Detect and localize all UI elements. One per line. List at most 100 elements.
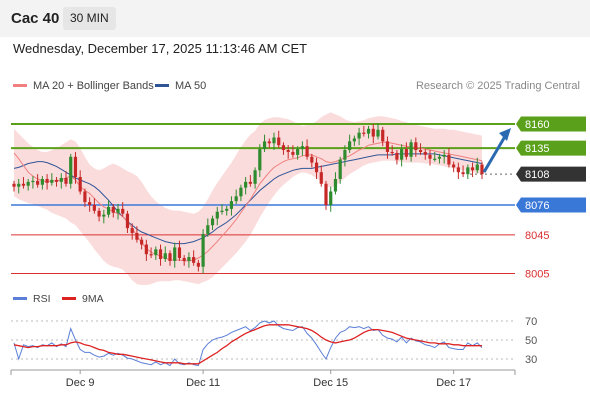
candle — [210, 215, 215, 231]
candle — [196, 259, 200, 272]
candle — [73, 151, 78, 184]
candle — [466, 164, 470, 179]
candle — [12, 180, 16, 192]
candle-body — [385, 141, 390, 152]
candle-body — [480, 164, 484, 175]
candle-body — [106, 206, 111, 215]
candle-body — [215, 211, 219, 219]
candle — [182, 255, 186, 266]
candle — [17, 178, 21, 194]
candle — [187, 252, 191, 268]
candle — [21, 177, 26, 189]
candle-body — [149, 254, 153, 256]
candle-body — [73, 156, 78, 178]
legend-label-rsi: RSI — [33, 293, 51, 305]
rsi-tick-label: 70 — [525, 316, 537, 328]
candle-body — [187, 257, 191, 261]
legend-label-ma50: MA 50 — [175, 80, 207, 92]
candle — [83, 188, 87, 207]
candle — [64, 171, 68, 187]
candle-body — [78, 177, 82, 192]
candle — [366, 125, 371, 139]
candle-body — [168, 253, 172, 261]
candle-body — [83, 191, 87, 203]
candle — [130, 223, 134, 240]
candle-body — [92, 205, 96, 211]
x-tick-label: Dec 11 — [186, 377, 220, 389]
candle-body — [21, 183, 26, 186]
candle-body — [125, 213, 130, 229]
candle — [262, 134, 267, 152]
candle-body — [390, 151, 394, 154]
forecast-arrow-shaft — [482, 132, 509, 173]
candle-body — [381, 129, 385, 142]
candle-body — [40, 178, 44, 185]
candle-body — [300, 146, 304, 150]
candle — [239, 184, 243, 202]
candle-body — [272, 137, 276, 144]
legend-label-9ma: 9MA — [82, 293, 104, 305]
candle — [329, 186, 333, 212]
timestamp: Wednesday, December 17, 2025 11:13:46 AM… — [13, 41, 308, 56]
candle — [111, 204, 115, 218]
price-label-8005: 8005 — [525, 268, 549, 280]
candle-body — [144, 244, 148, 255]
candle — [362, 125, 366, 137]
candle-body — [234, 196, 238, 202]
legend-label-ma20: MA 20 + Bollinger Bands — [33, 80, 154, 92]
timeframe-selector[interactable]: 30 MIN — [63, 7, 116, 30]
candle — [144, 239, 148, 261]
x-tick-label: Dec 17 — [436, 377, 471, 389]
candle — [45, 174, 49, 190]
price-tag-8160: 8160 — [525, 119, 549, 131]
candle-body — [433, 158, 437, 160]
candle — [385, 136, 390, 159]
candle — [215, 206, 219, 226]
candle — [69, 153, 73, 189]
x-tick-label: Dec 9 — [66, 377, 95, 389]
candle — [248, 175, 252, 187]
candle — [433, 151, 437, 162]
candle-body — [395, 152, 399, 160]
candle — [338, 156, 342, 184]
candle — [291, 145, 295, 158]
candle — [54, 177, 59, 187]
candle-body — [400, 149, 404, 160]
candle-body — [452, 164, 456, 168]
ma20-line — [13, 141, 483, 262]
rsi-line — [13, 320, 483, 367]
candle-body — [442, 154, 446, 157]
candle — [140, 236, 144, 250]
candle-body — [305, 146, 309, 157]
candle — [149, 247, 153, 259]
candle-body — [111, 206, 115, 213]
x-tick-label: Dec 15 — [313, 377, 348, 389]
candle-body — [102, 214, 106, 217]
candle-body — [324, 183, 328, 205]
candle-body — [338, 159, 342, 179]
candle — [277, 130, 281, 149]
candle-body — [258, 149, 262, 171]
candle-body — [26, 181, 30, 186]
candle-body — [414, 142, 418, 151]
candle — [404, 142, 408, 160]
candle-body — [371, 128, 375, 137]
candle — [319, 165, 323, 187]
candle — [447, 148, 451, 168]
forecast-arrow-head — [499, 128, 511, 141]
candle — [475, 157, 479, 174]
candle-body — [296, 149, 300, 155]
candle-body — [319, 172, 323, 184]
bollinger-band-fill — [14, 112, 482, 286]
candle — [163, 246, 167, 262]
candle — [106, 200, 111, 218]
candle-body — [177, 247, 182, 259]
candle — [357, 127, 361, 146]
candle — [456, 162, 460, 179]
candle — [324, 180, 328, 210]
candle-body — [201, 233, 205, 267]
candle-body — [461, 172, 465, 175]
candle-body — [329, 191, 333, 205]
candle-body — [447, 154, 451, 165]
candle-body — [437, 156, 442, 159]
